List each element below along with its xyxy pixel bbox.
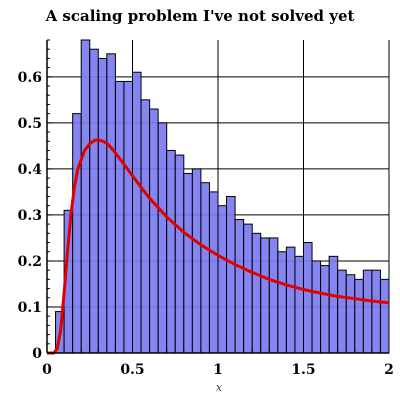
histogram-bar [191, 168, 202, 354]
histogram-bar [166, 149, 176, 354]
histogram-bar [277, 251, 287, 354]
histogram-bar [320, 265, 330, 354]
histogram-bar [294, 255, 305, 354]
histogram-bar [89, 48, 99, 354]
histogram-bars [55, 39, 390, 354]
histogram-bar [200, 182, 210, 354]
histogram-bar [345, 274, 356, 354]
histogram-bar [285, 246, 296, 354]
y-tick-label: 0.1 [18, 300, 42, 316]
density-curve-layer [47, 138, 390, 355]
histogram-bar [303, 242, 313, 354]
y-tick-label: 0 [32, 346, 42, 362]
x-tick-label: 1.5 [291, 362, 315, 378]
histogram-bar [234, 219, 245, 354]
y-tick-label: 0.3 [18, 208, 42, 224]
histogram-bar [379, 278, 390, 354]
y-tick-label: 0.5 [18, 116, 42, 132]
y-tick-label: 0.2 [18, 254, 42, 270]
histogram-bar [208, 191, 219, 354]
y-tick-label: 0.4 [18, 162, 43, 178]
histogram-bar [132, 71, 142, 354]
histogram-bar [72, 113, 82, 354]
chart-title: A scaling problem I've not solved yet [45, 7, 355, 25]
histogram-bar [97, 57, 108, 354]
histogram-bar [123, 80, 133, 354]
histogram-bar [226, 196, 236, 354]
histogram-bar [268, 237, 279, 354]
histogram-bar [140, 99, 151, 354]
tick-labels: 0 0.5 1 1.5 2 0 0.1 0.2 0.3 0.4 0.5 0.6 [18, 70, 394, 378]
histogram-bar [106, 53, 116, 354]
histogram-bar [328, 255, 339, 354]
histogram-bar [354, 278, 364, 354]
histogram-bar [337, 269, 347, 354]
histogram-bar [114, 80, 125, 354]
histogram-bar [183, 172, 193, 354]
x-tick-label: 1 [213, 362, 223, 378]
x-tick-label: 2 [384, 362, 394, 378]
histogram-bar [157, 122, 168, 354]
axes [46, 39, 390, 354]
histogram-bar [243, 223, 253, 354]
x-tick-label: 0 [42, 362, 52, 378]
histogram-bar [174, 154, 185, 354]
density-curve [47, 138, 390, 355]
x-axis-label: x [216, 381, 223, 394]
histogram-bar [311, 260, 322, 354]
x-tick-label: 0.5 [120, 362, 144, 378]
histogram-bar [371, 269, 381, 354]
histogram-bar [251, 232, 262, 354]
histogram-bar [362, 269, 373, 354]
histogram-bar [260, 237, 270, 354]
histogram-bar [217, 205, 228, 354]
histogram-bar [149, 108, 159, 354]
y-tick-label: 0.6 [18, 70, 42, 86]
histogram-bar [80, 39, 91, 354]
